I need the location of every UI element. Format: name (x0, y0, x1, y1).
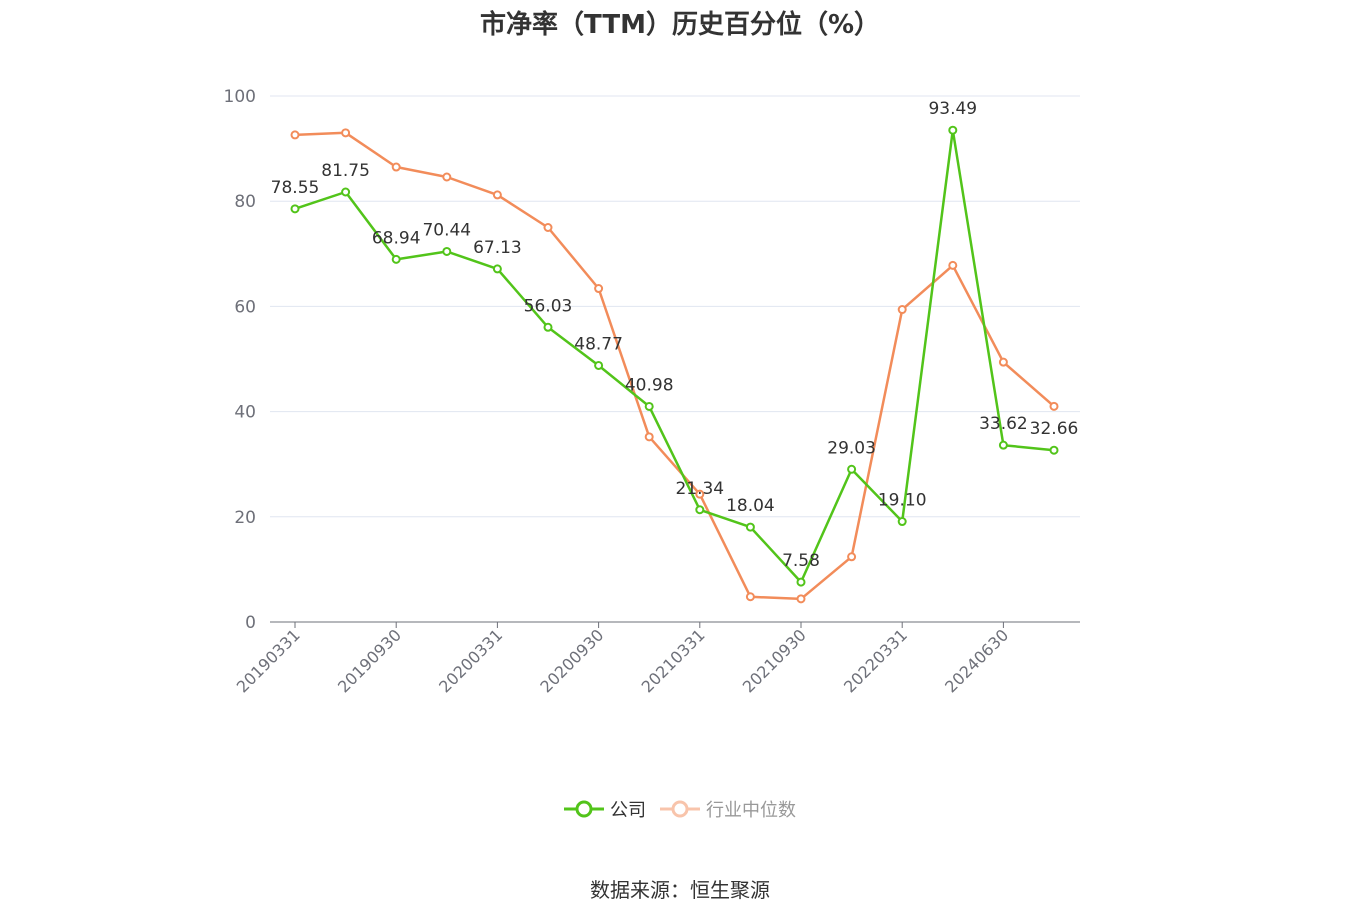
data-point-company (543, 322, 553, 332)
data-point-industry-median (341, 128, 351, 138)
y-tick-label: 60 (234, 297, 256, 317)
grid-lines (270, 95, 1080, 518)
legend-item-company[interactable]: 公司 (564, 796, 646, 822)
series-line-industry-median (294, 131, 1055, 601)
data-point-company (594, 360, 604, 370)
y-tick-label: 0 (245, 613, 256, 633)
data-point-company (998, 440, 1008, 450)
x-tick-label: 20200930 (536, 625, 607, 696)
data-label: 18.04 (726, 496, 775, 516)
data-label: 21.34 (675, 479, 724, 499)
data-point-industry-median (998, 357, 1008, 367)
data-label: 70.44 (422, 220, 471, 240)
data-label: 29.03 (827, 438, 876, 458)
chart-title: 市净率（TTM）历史百分位（%） (480, 10, 880, 40)
data-point-industry-median (847, 552, 857, 562)
y-tick-label: 100 (224, 87, 256, 107)
data-label: 93.49 (928, 99, 977, 119)
data-point-industry-median (644, 432, 654, 442)
legend-label-company: 公司 (610, 800, 646, 821)
legend-item-industry-median[interactable]: 行业中位数 (660, 796, 796, 822)
data-point-company (644, 401, 654, 411)
data-label: 40.98 (625, 375, 674, 395)
data-point-industry-median (948, 260, 958, 270)
data-point-company (897, 517, 907, 527)
legend-line-marker-icon (564, 800, 604, 818)
series (290, 125, 1059, 604)
legend-label-industry-median: 行业中位数 (706, 800, 796, 821)
data-label: 32.66 (1030, 419, 1079, 439)
line-chart: 0 20 40 60 80 100 20190331 20190930 20200331 2020… (224, 87, 1080, 696)
x-tick-label: 20190331 (233, 625, 304, 696)
data-point-industry-median (442, 172, 452, 182)
data-point-industry-median (391, 162, 401, 172)
data-label: 68.94 (372, 228, 421, 248)
data-point-company (796, 577, 806, 587)
legend-line-marker-icon (660, 800, 700, 818)
data-point-company (341, 187, 351, 197)
source-note: 数据来源：恒生聚源 (590, 878, 770, 902)
series-line-company (294, 128, 1055, 584)
data-label: 7.58 (782, 551, 820, 571)
y-tick-label: 80 (234, 192, 256, 212)
data-point-industry-median (796, 594, 806, 604)
data-label: 19.10 (878, 491, 927, 511)
data-point-industry-median (492, 190, 502, 200)
data-label: 33.62 (979, 414, 1028, 434)
data-point-industry-median (290, 130, 300, 140)
data-point-company (442, 246, 452, 256)
data-label: 56.03 (524, 296, 573, 316)
data-point-company (391, 254, 401, 264)
data-point-industry-median (897, 305, 907, 315)
data-point-industry-median (1049, 401, 1059, 411)
data-label: 81.75 (321, 161, 370, 181)
x-tick-label: 20210930 (739, 625, 810, 696)
x-tick-label: 20240630 (941, 625, 1012, 696)
x-tick-label: 20200331 (435, 625, 506, 696)
data-label: 48.77 (574, 334, 623, 354)
data-point-company (492, 264, 502, 274)
x-tick-label: 20220331 (840, 625, 911, 696)
data-point-industry-median (745, 592, 755, 602)
y-tick-label: 40 (234, 403, 256, 423)
data-label: 78.55 (271, 178, 320, 198)
data-point-company (745, 522, 755, 532)
data-point-industry-median (695, 489, 705, 499)
data-point-industry-median (543, 223, 553, 232)
x-tick-label: 20190930 (334, 625, 405, 696)
data-point-company (290, 204, 300, 214)
data-point-company (1049, 445, 1059, 455)
legend: 公司 行业中位数 (0, 796, 1360, 822)
y-tick-label: 20 (234, 508, 256, 528)
data-label: 67.13 (473, 238, 522, 258)
data-point-company (695, 505, 705, 515)
data-point-industry-median (594, 284, 604, 294)
data-point-company (847, 464, 857, 474)
data-point-company (948, 125, 958, 135)
x-tick-label: 20210331 (638, 625, 709, 696)
